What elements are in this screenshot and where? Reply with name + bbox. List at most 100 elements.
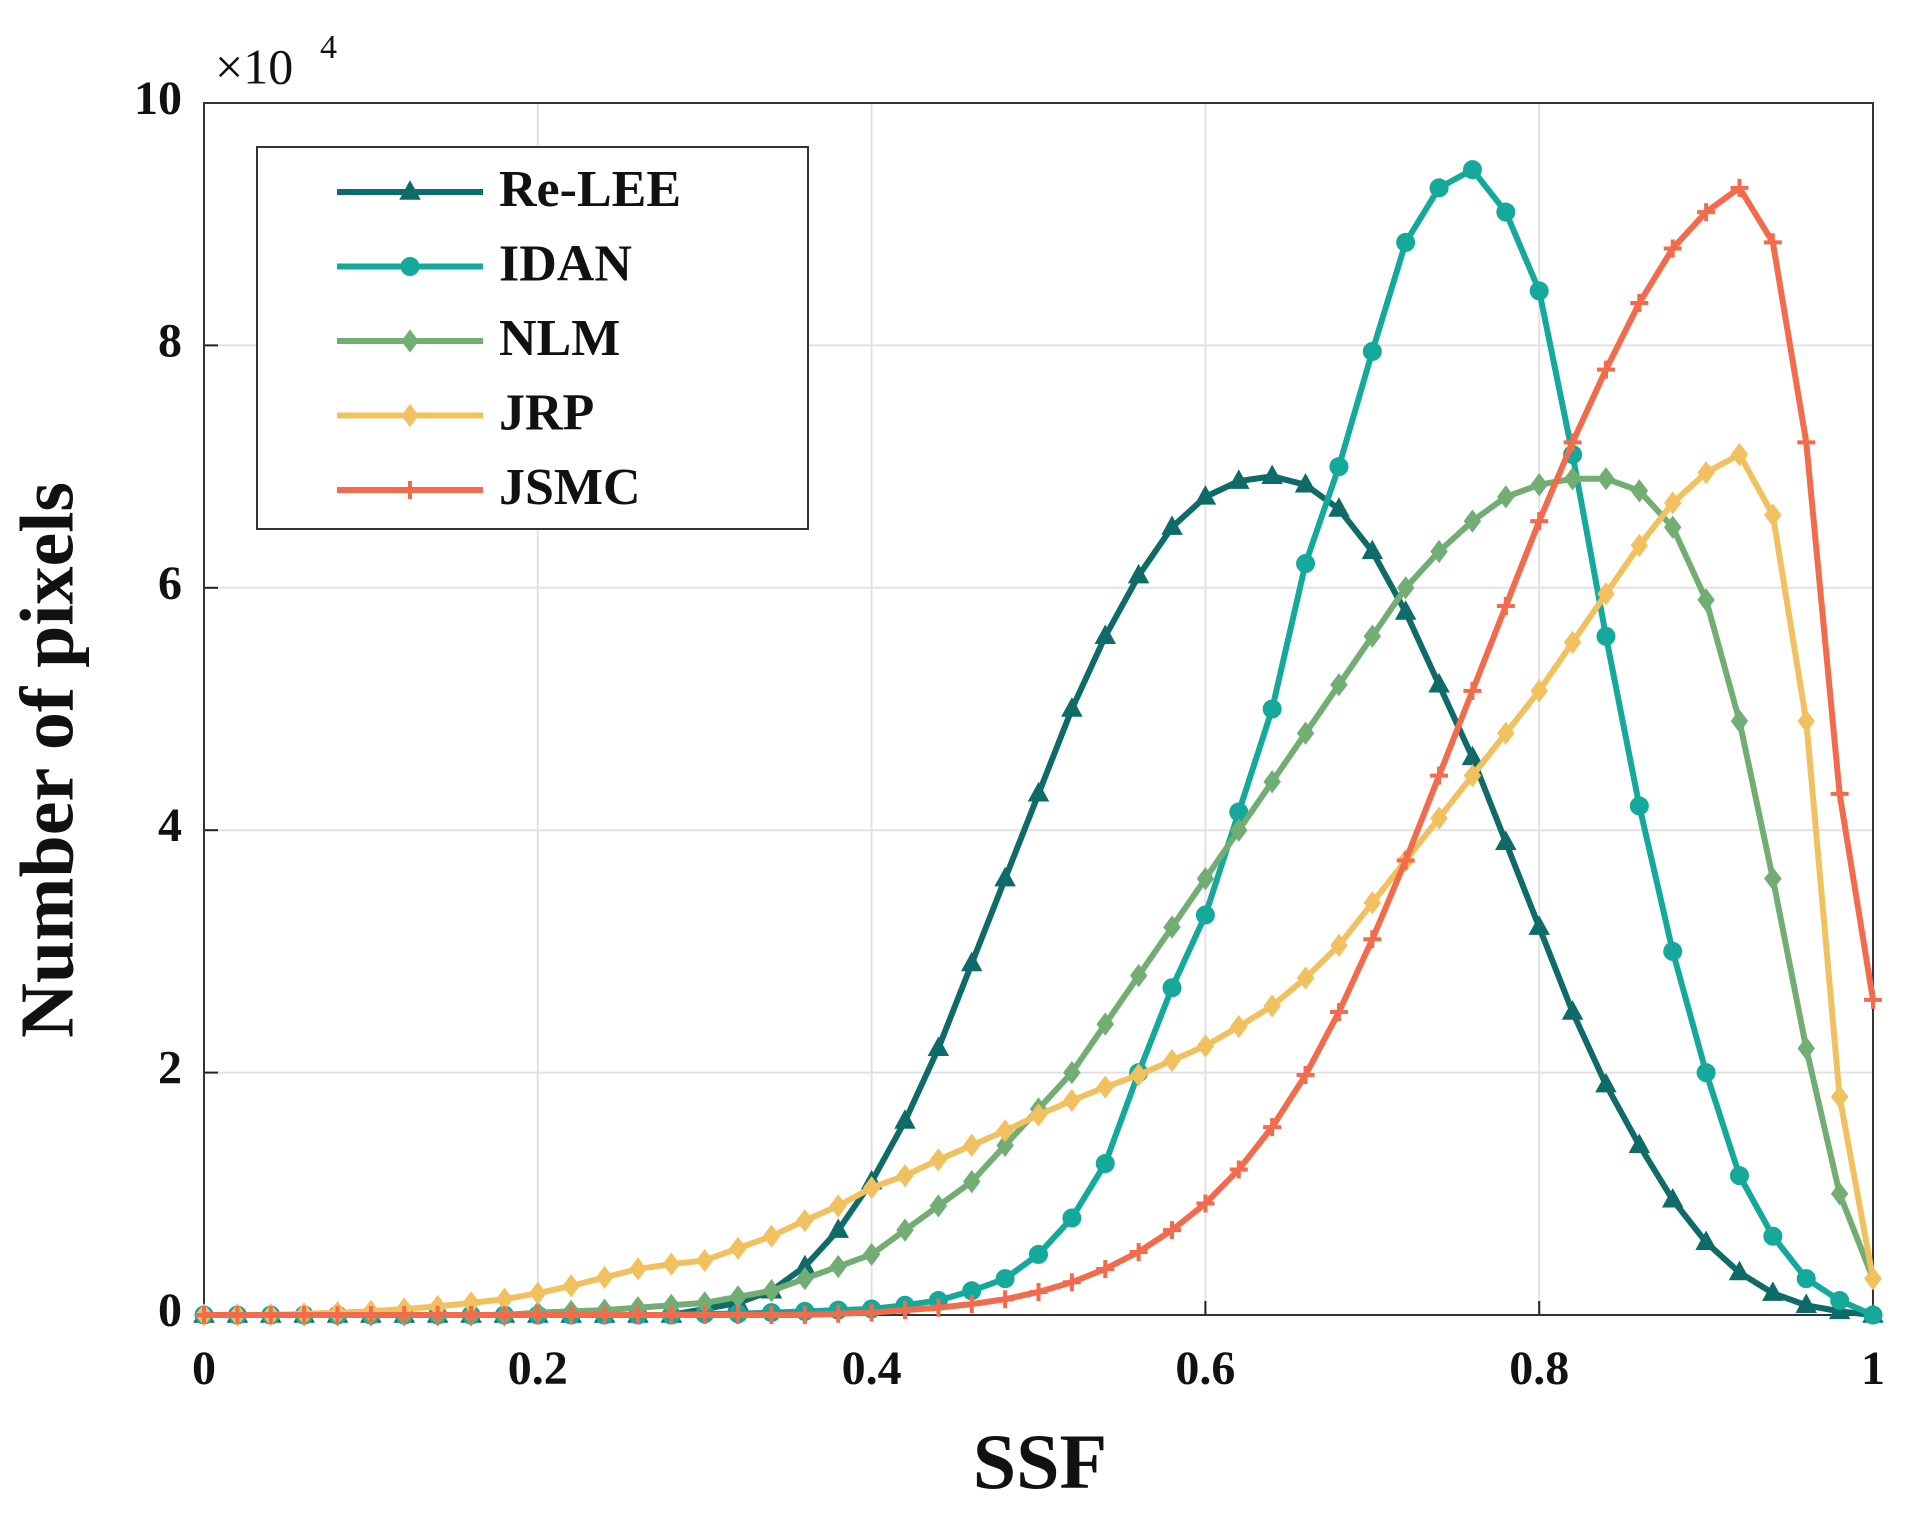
marker [1463, 764, 1482, 788]
marker [1196, 1034, 1215, 1058]
marker [762, 1224, 781, 1248]
y-tick-label: 10 [134, 72, 182, 125]
marker [996, 1133, 1014, 1157]
marker [628, 1306, 647, 1324]
marker [1795, 1293, 1817, 1314]
legend-marker [400, 257, 420, 276]
marker [1797, 433, 1816, 452]
marker [1830, 1182, 1849, 1206]
marker [927, 1036, 950, 1057]
marker [361, 1306, 380, 1324]
marker [1230, 1014, 1248, 1039]
marker [1263, 1118, 1282, 1137]
marker [795, 1306, 814, 1324]
line [204, 473, 1874, 1318]
marker [1429, 178, 1449, 198]
marker [1363, 891, 1382, 915]
y-tick-label: 4 [158, 799, 182, 852]
marker [1394, 600, 1417, 620]
marker [1330, 933, 1348, 957]
marker [595, 1265, 614, 1290]
marker [929, 1194, 948, 1218]
marker [1261, 464, 1283, 484]
marker [1396, 851, 1415, 870]
marker [1730, 442, 1749, 467]
marker [1530, 679, 1548, 703]
marker [1563, 433, 1582, 452]
marker [1697, 461, 1715, 485]
marker [1228, 469, 1250, 489]
marker [1697, 203, 1716, 222]
marker [1796, 1269, 1816, 1289]
marker [1161, 515, 1183, 535]
x-tick-label: 0.4 [842, 1342, 902, 1395]
marker [1661, 1188, 1684, 1208]
marker [995, 1269, 1015, 1289]
marker [1729, 1166, 1749, 1186]
marker [1597, 582, 1615, 606]
line [204, 475, 1876, 1318]
marker [1063, 1060, 1081, 1085]
marker [1830, 784, 1849, 803]
x-tick-label: 0.8 [1509, 1342, 1569, 1395]
marker [929, 1148, 948, 1172]
marker [1062, 1208, 1082, 1228]
marker [1596, 626, 1616, 646]
marker [1561, 1000, 1584, 1020]
legend-label: NLM [499, 310, 620, 367]
marker [1296, 966, 1315, 990]
marker [562, 1306, 581, 1324]
marker [662, 1252, 681, 1276]
series [195, 467, 1882, 1327]
marker [1162, 978, 1182, 998]
marker [1262, 699, 1282, 719]
marker [1697, 588, 1715, 612]
marker [862, 1176, 881, 1200]
marker [1663, 515, 1682, 539]
marker [1263, 994, 1281, 1018]
marker [862, 1242, 881, 1267]
marker [1762, 1281, 1784, 1301]
marker [1329, 457, 1349, 477]
y-tick-label: 2 [158, 1042, 182, 1095]
marker [1597, 467, 1615, 491]
marker [1129, 1242, 1148, 1261]
marker [1763, 1226, 1783, 1246]
legend-label: JSMC [499, 459, 641, 516]
marker [1196, 1194, 1215, 1213]
marker [1195, 905, 1215, 925]
marker [762, 1306, 781, 1324]
marker [1096, 1012, 1114, 1036]
marker [1428, 672, 1450, 693]
marker [1163, 1048, 1181, 1073]
marker [1497, 485, 1515, 509]
marker [1563, 630, 1582, 654]
marker [894, 1109, 916, 1129]
line [204, 451, 1876, 1318]
marker [629, 1257, 647, 1281]
marker [960, 951, 983, 972]
marker [1730, 709, 1749, 733]
marker [962, 1295, 981, 1314]
marker [796, 1267, 814, 1291]
marker [1363, 624, 1382, 648]
marker [495, 1306, 514, 1324]
marker [1764, 867, 1782, 891]
legend-marker [399, 180, 421, 200]
series [193, 464, 1884, 1323]
marker [1797, 709, 1815, 733]
marker [1728, 1260, 1751, 1281]
marker [1229, 1160, 1248, 1179]
marker [1463, 681, 1482, 700]
y-tick-label: 8 [158, 314, 182, 367]
marker [1263, 770, 1281, 794]
marker [1530, 473, 1548, 497]
marker [562, 1274, 580, 1298]
x-tick-label: 0.6 [1175, 1342, 1235, 1395]
marker [261, 1306, 280, 1324]
marker [428, 1306, 447, 1324]
marker [1430, 766, 1449, 785]
marker [1563, 467, 1582, 491]
marker [895, 1301, 914, 1320]
